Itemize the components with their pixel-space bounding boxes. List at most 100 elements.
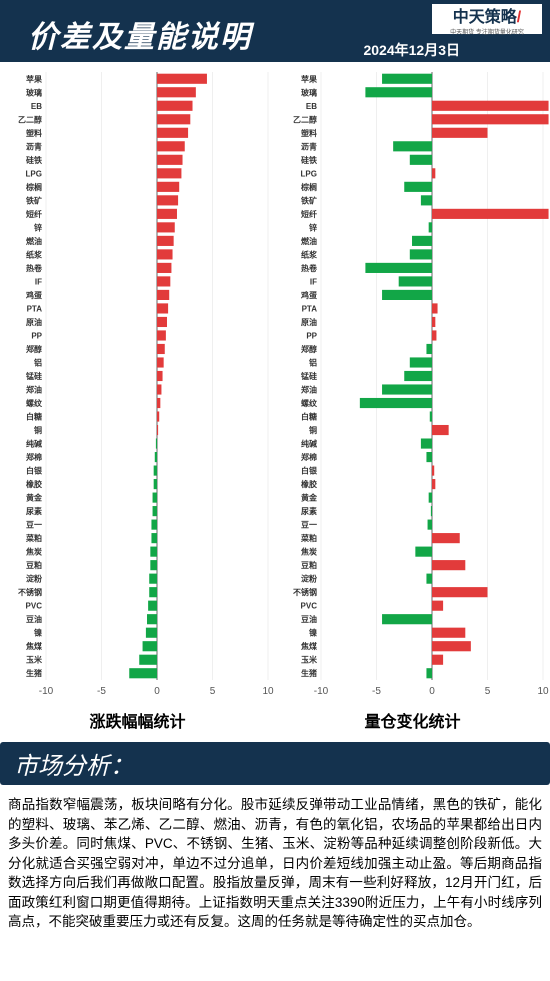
- svg-text:LPG: LPG: [301, 169, 317, 178]
- svg-text:沥青: 沥青: [26, 141, 42, 151]
- page-title: 价差及量能说明: [28, 12, 252, 56]
- svg-text:塑料: 塑料: [301, 128, 317, 138]
- svg-text:-5: -5: [97, 686, 106, 697]
- svg-text:白银: 白银: [301, 466, 318, 476]
- svg-text:-10: -10: [39, 686, 54, 697]
- svg-text:尿素: 尿素: [26, 506, 42, 516]
- bar: [157, 384, 161, 394]
- svg-text:郑油: 郑油: [26, 385, 42, 395]
- bar: [421, 438, 432, 448]
- bar: [150, 560, 157, 570]
- svg-text:EB: EB: [306, 102, 317, 111]
- svg-text:PVC: PVC: [26, 602, 43, 611]
- svg-text:焦炭: 焦炭: [25, 547, 42, 557]
- right-chart: -10-50510苹果玻璃EB乙二醇塑料沥青硅铁LPG棕榈铁矿短纤锌燃油纸浆热卷…: [275, 66, 550, 732]
- svg-text:PVC: PVC: [301, 602, 318, 611]
- bar: [431, 506, 432, 516]
- svg-text:纯碱: 纯碱: [26, 439, 42, 449]
- bar: [157, 209, 177, 219]
- svg-text:铜: 铜: [34, 425, 42, 435]
- bar: [410, 357, 432, 367]
- svg-text:橡胶: 橡胶: [301, 479, 317, 489]
- bar: [129, 668, 157, 678]
- svg-text:不锈钢: 不锈钢: [18, 587, 42, 597]
- svg-text:豆一: 豆一: [301, 521, 317, 530]
- svg-text:-5: -5: [372, 686, 381, 697]
- bar: [360, 398, 432, 408]
- bar: [157, 290, 169, 300]
- bar: [154, 479, 157, 489]
- svg-text:铝: 铝: [309, 357, 317, 367]
- svg-text:燃油: 燃油: [301, 236, 317, 246]
- bar: [157, 101, 193, 111]
- svg-text:不锈钢: 不锈钢: [293, 587, 317, 597]
- bar: [157, 371, 163, 381]
- svg-text:热卷: 热卷: [301, 263, 318, 273]
- svg-text:生猪: 生猪: [301, 668, 317, 678]
- svg-text:0: 0: [429, 686, 435, 697]
- bar: [157, 74, 207, 84]
- svg-text:IF: IF: [310, 277, 317, 286]
- bar: [157, 236, 174, 246]
- svg-text:焦炭: 焦炭: [300, 547, 317, 557]
- svg-text:橡胶: 橡胶: [26, 479, 42, 489]
- svg-text:5: 5: [210, 686, 216, 697]
- svg-text:黄金: 黄金: [301, 493, 318, 503]
- bar: [393, 141, 432, 151]
- svg-text:PP: PP: [306, 331, 317, 340]
- svg-text:白银: 白银: [26, 466, 43, 476]
- svg-text:玻璃: 玻璃: [301, 87, 317, 97]
- svg-text:玉米: 玉米: [26, 655, 43, 665]
- svg-text:焦煤: 焦煤: [300, 641, 317, 651]
- bar: [432, 641, 471, 651]
- bar: [426, 668, 432, 678]
- bar: [149, 574, 157, 584]
- bar: [432, 425, 449, 435]
- bar: [157, 155, 183, 165]
- svg-text:尿素: 尿素: [301, 506, 317, 516]
- svg-text:纸浆: 纸浆: [26, 249, 43, 259]
- bar: [432, 303, 438, 313]
- bar: [157, 303, 168, 313]
- bar: [156, 438, 157, 448]
- svg-text:锰硅: 锰硅: [26, 371, 42, 381]
- bar: [432, 101, 549, 111]
- bar: [150, 547, 157, 557]
- svg-text:黄金: 黄金: [26, 493, 43, 503]
- svg-text:10: 10: [262, 686, 274, 697]
- bar: [426, 344, 432, 354]
- analysis-text: 商品指数窄幅震荡，板块间略有分化。股市延续反弹带动工业品情绪，黑色的铁矿，能化的…: [0, 785, 550, 940]
- svg-text:白糖: 白糖: [301, 412, 317, 422]
- svg-text:淀粉: 淀粉: [26, 574, 42, 584]
- svg-text:硅铁: 硅铁: [26, 155, 42, 165]
- svg-text:郑棉: 郑棉: [26, 452, 42, 462]
- bar: [157, 411, 159, 421]
- bar: [432, 168, 435, 178]
- bar: [432, 317, 435, 327]
- bar: [157, 222, 175, 232]
- svg-text:苹果: 苹果: [301, 74, 317, 84]
- bar: [143, 641, 157, 651]
- svg-text:生猪: 生猪: [26, 668, 42, 678]
- bar: [382, 290, 432, 300]
- bar: [412, 236, 432, 246]
- bar: [149, 587, 157, 597]
- bar: [157, 263, 171, 273]
- bar: [365, 263, 432, 273]
- svg-text:铜: 铜: [309, 425, 317, 435]
- bar: [151, 520, 157, 530]
- svg-text:原油: 原油: [26, 317, 42, 327]
- svg-text:豆油: 豆油: [301, 614, 317, 624]
- bar: [399, 276, 432, 286]
- svg-text:LPG: LPG: [26, 169, 42, 178]
- svg-text:镍: 镍: [309, 628, 317, 638]
- bar: [155, 452, 157, 462]
- bar: [432, 330, 436, 340]
- svg-text:PP: PP: [31, 331, 42, 340]
- svg-text:焦煤: 焦煤: [25, 641, 42, 651]
- brand-logo: 中天策略/ 中天期货 专注期货量化研究: [432, 4, 542, 34]
- bar: [382, 384, 432, 394]
- bar: [426, 574, 432, 584]
- svg-text:塑料: 塑料: [26, 128, 42, 138]
- svg-text:郑棉: 郑棉: [301, 452, 317, 462]
